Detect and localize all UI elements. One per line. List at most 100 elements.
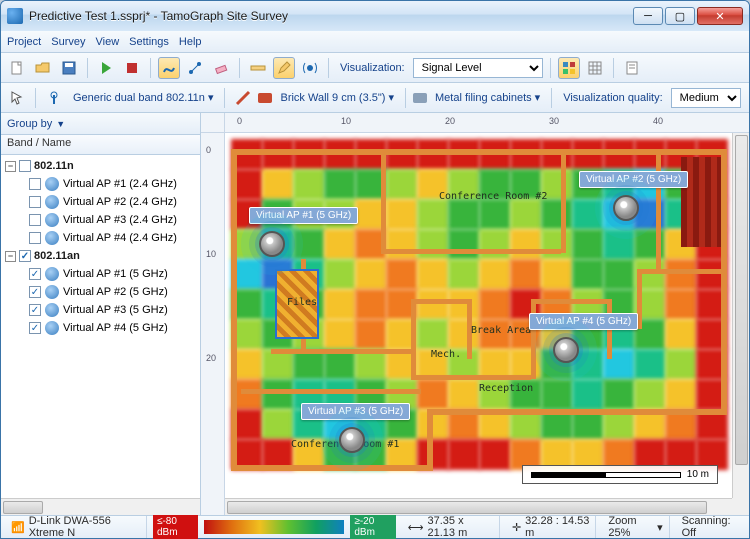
ap-label: Virtual AP #4 (2.4 GHz)	[63, 232, 177, 244]
save-button[interactable]	[58, 57, 80, 79]
room-label: Conference Room #2	[439, 191, 547, 202]
statusbar: 📶 D-Link DWA-556 Xtreme N ≤-80 dBm ≥-20 …	[1, 515, 749, 538]
ap-checkbox[interactable]: ✓	[29, 286, 41, 298]
ap-marker[interactable]	[553, 337, 579, 363]
ap-map-label[interactable]: Virtual AP #4 (5 GHz)	[529, 313, 638, 330]
pointer-tool-button[interactable]	[6, 87, 28, 109]
ruler-corner	[201, 113, 225, 133]
canvas-vscroll[interactable]	[732, 133, 749, 498]
ap-icon	[45, 285, 59, 299]
minimize-button[interactable]: ─	[633, 7, 663, 25]
room-label: Break Area	[471, 325, 531, 336]
room-label: Files	[287, 297, 317, 308]
crosshair-icon: ✛	[512, 521, 521, 534]
map-canvas[interactable]: Conference Room #2Break AreaMech.Recepti…	[225, 133, 732, 498]
predictive-toolbar: Generic dual band 802.11n ▾ Brick Wall 9…	[1, 83, 749, 113]
antenna-select[interactable]: Generic dual band 802.11n ▾	[73, 91, 213, 104]
ap-checkbox[interactable]	[29, 178, 41, 190]
menu-project[interactable]: Project	[7, 36, 41, 48]
ap-tree-item[interactable]: Virtual AP #2 (2.4 GHz)	[1, 193, 200, 211]
visualization-label: Visualization:	[340, 62, 405, 74]
ap-map-label[interactable]: Virtual AP #1 (5 GHz)	[249, 207, 358, 224]
ap-checkbox[interactable]	[29, 232, 41, 244]
ap-checkbox[interactable]	[29, 196, 41, 208]
ap-marker[interactable]	[339, 427, 365, 453]
status-adapter: 📶 D-Link DWA-556 Xtreme N	[5, 516, 147, 538]
ap-map-label[interactable]: Virtual AP #2 (5 GHz)	[579, 171, 688, 188]
ap-marker[interactable]	[613, 195, 639, 221]
titlebar[interactable]: Predictive Test 1.ssprj* - TamoGraph Sit…	[1, 1, 749, 31]
quality-select[interactable]: Medium	[671, 88, 741, 108]
canvas-wrap: 010203040 01020 Conference Room #2Break …	[201, 113, 749, 515]
ap-marker[interactable]	[259, 231, 285, 257]
floorplan: Conference Room #2Break AreaMech.Recepti…	[231, 139, 722, 488]
band-node[interactable]: − ✓ 802.11an	[1, 247, 200, 265]
band-checkbox[interactable]	[19, 160, 31, 172]
sidebar: Group by▼ Band / Name − 802.11n Virtual …	[1, 113, 201, 515]
ruler-vertical: 01020	[201, 133, 225, 498]
main-toolbar: Visualization: Signal Level	[1, 53, 749, 83]
legend-button[interactable]	[558, 57, 580, 79]
ap-icon	[45, 267, 59, 281]
wall-color-swatch	[258, 93, 272, 103]
wall-tool-icon	[232, 87, 254, 109]
ap-tree-item[interactable]: ✓ Virtual AP #1 (5 GHz)	[1, 265, 200, 283]
eraser-button[interactable]	[210, 57, 232, 79]
new-project-button[interactable]	[6, 57, 28, 79]
column-header[interactable]: Band / Name	[1, 135, 200, 155]
canvas-hscroll[interactable]	[225, 498, 732, 515]
ap-checkbox[interactable]: ✓	[29, 268, 41, 280]
ap-tool-button[interactable]	[299, 57, 321, 79]
stop-button[interactable]	[121, 57, 143, 79]
ap-tree-item[interactable]: ✓ Virtual AP #4 (5 GHz)	[1, 319, 200, 337]
ap-checkbox[interactable]	[29, 214, 41, 226]
menu-view[interactable]: View	[96, 36, 120, 48]
ap-label: Virtual AP #1 (2.4 GHz)	[63, 178, 177, 190]
ap-tree-item[interactable]: Virtual AP #1 (2.4 GHz)	[1, 175, 200, 193]
expand-icon[interactable]: −	[5, 161, 16, 172]
grid-button[interactable]	[584, 57, 606, 79]
ap-checkbox[interactable]: ✓	[29, 322, 41, 334]
window-title: Predictive Test 1.ssprj* - TamoGraph Sit…	[29, 9, 631, 23]
band-label: 802.11an	[34, 250, 80, 262]
signal-min-label: ≤-80 dBm	[153, 515, 198, 539]
status-zoom[interactable]: Zoom 25% ▾	[602, 516, 669, 538]
ap-tree-item[interactable]: ✓ Virtual AP #2 (5 GHz)	[1, 283, 200, 301]
menu-survey[interactable]: Survey	[51, 36, 85, 48]
room-label: Reception	[479, 383, 533, 394]
visualization-select[interactable]: Signal Level	[413, 58, 543, 78]
attenuation-select[interactable]: Metal filing cabinets ▾	[435, 91, 540, 104]
ap-icon	[45, 321, 59, 335]
play-button[interactable]	[95, 57, 117, 79]
scale-bar: 10 m	[522, 465, 718, 484]
sidebar-hscroll[interactable]	[1, 498, 200, 515]
open-button[interactable]	[32, 57, 54, 79]
ap-icon	[45, 213, 59, 227]
atten-color-swatch	[413, 93, 427, 103]
report-button[interactable]	[621, 57, 643, 79]
ap-checkbox[interactable]: ✓	[29, 304, 41, 316]
ap-tree[interactable]: − 802.11n Virtual AP #1 (2.4 GHz) Virtua…	[1, 155, 200, 498]
maximize-button[interactable]: ▢	[665, 7, 695, 25]
dimensions-icon: ⟷	[408, 521, 424, 534]
ruler-button[interactable]	[247, 57, 269, 79]
ap-label: Virtual AP #2 (2.4 GHz)	[63, 196, 177, 208]
path-tool-button[interactable]	[158, 57, 180, 79]
ap-tree-item[interactable]: Virtual AP #3 (2.4 GHz)	[1, 211, 200, 229]
wall-type-select[interactable]: Brick Wall 9 cm (3.5") ▾	[280, 91, 394, 104]
edit-button[interactable]	[273, 57, 295, 79]
status-dimensions: ⟷37.35 x 21.13 m	[402, 516, 500, 538]
ap-map-label[interactable]: Virtual AP #3 (5 GHz)	[301, 403, 410, 420]
point-tool-button[interactable]	[184, 57, 206, 79]
close-button[interactable]: ✕	[697, 7, 743, 25]
ap-icon	[45, 195, 59, 209]
menu-help[interactable]: Help	[179, 36, 202, 48]
expand-icon[interactable]: −	[5, 251, 16, 262]
ap-tree-item[interactable]: Virtual AP #4 (2.4 GHz)	[1, 229, 200, 247]
menu-settings[interactable]: Settings	[129, 36, 169, 48]
band-checkbox[interactable]: ✓	[19, 250, 31, 262]
ap-tree-item[interactable]: ✓ Virtual AP #3 (5 GHz)	[1, 301, 200, 319]
band-node[interactable]: − 802.11n	[1, 157, 200, 175]
ap-label: Virtual AP #3 (2.4 GHz)	[63, 214, 177, 226]
groupby-button[interactable]: Group by▼	[1, 113, 200, 135]
